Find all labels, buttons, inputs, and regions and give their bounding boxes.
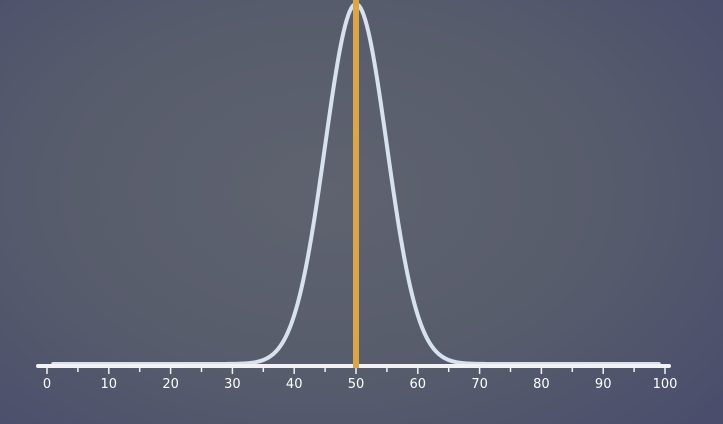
x-tick-label: 0	[43, 377, 51, 392]
x-tick-label: 10	[101, 377, 118, 392]
x-tick-label: 70	[471, 377, 488, 392]
x-tick-labels: 0 10 20 30 40 50 60 70 80 90 100	[43, 377, 678, 392]
x-tick-label: 40	[286, 377, 303, 392]
x-tick-label: 90	[595, 377, 612, 392]
x-tick-label: 80	[533, 377, 550, 392]
x-tick-label: 20	[162, 377, 179, 392]
x-tick-label: 100	[653, 377, 678, 392]
x-tick-label: 50	[348, 377, 365, 392]
x-tick-label: 30	[224, 377, 241, 392]
x-tick-label: 60	[410, 377, 427, 392]
